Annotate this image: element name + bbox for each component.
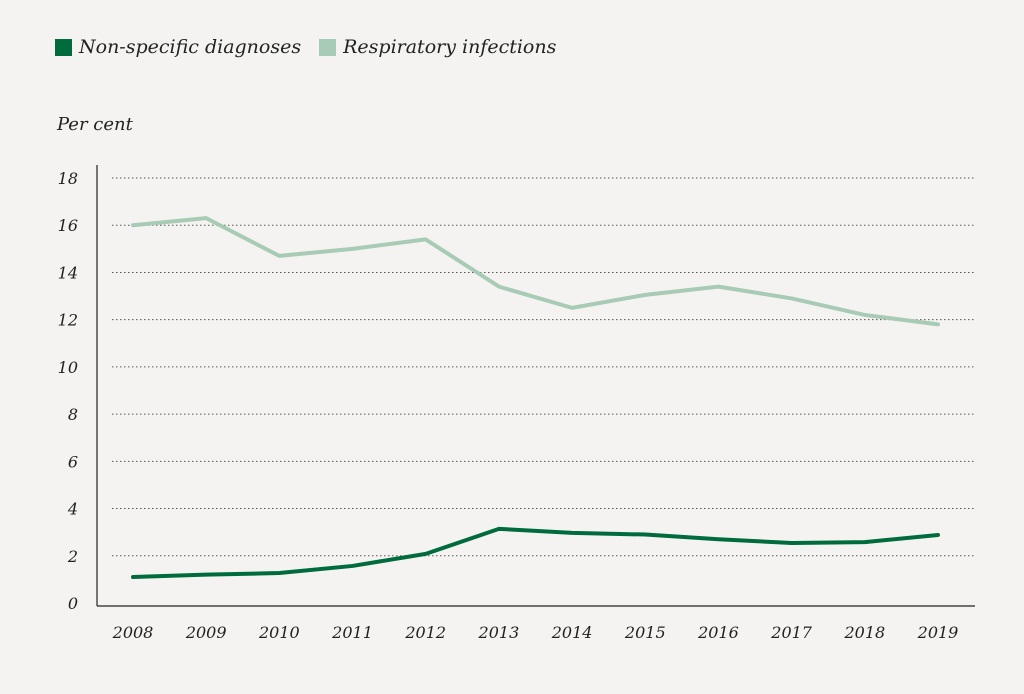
x-tick-label: 2015 — [624, 623, 666, 642]
x-tick-label: 2010 — [258, 623, 300, 642]
y-tick-label: 6 — [68, 452, 78, 471]
x-tick-label: 2014 — [551, 623, 593, 642]
x-tick-label: 2008 — [112, 623, 154, 642]
legend-item-respiratory: Respiratory infections — [319, 36, 556, 58]
y-tick-label: 12 — [58, 311, 78, 330]
x-tick-label: 2018 — [843, 623, 885, 642]
x-tick-label: 2017 — [770, 623, 813, 642]
x-tick-label: 2016 — [697, 623, 739, 642]
y-tick-label: 16 — [58, 216, 78, 235]
x-tick-label: 2019 — [917, 623, 959, 642]
legend-item-non-specific: Non-specific diagnoses — [55, 36, 301, 58]
legend-swatch — [319, 38, 337, 56]
x-tick-label: 2013 — [478, 623, 520, 642]
series-line-non-specific-diagnoses — [131, 526, 940, 580]
legend-label: Respiratory infections — [343, 36, 557, 58]
y-tick-label: 14 — [58, 263, 78, 282]
x-tick-label: 2012 — [404, 623, 446, 642]
y-axis-label: Per cent — [57, 114, 133, 135]
y-tick-label: 10 — [58, 358, 78, 377]
x-tick-label: 2009 — [185, 623, 227, 642]
legend-label: Non-specific diagnoses — [79, 36, 302, 58]
legend-swatch — [55, 38, 72, 56]
y-tick-label: 2 — [67, 547, 78, 566]
legend: Non-specific diagnoses Respiratory infec… — [55, 36, 574, 58]
y-tick-label: 8 — [68, 405, 78, 424]
y-tick-label: 4 — [67, 500, 78, 519]
y-tick-label: 0 — [68, 594, 78, 613]
series-line-respiratory-infections — [131, 216, 940, 327]
y-tick-label: 18 — [58, 169, 78, 188]
x-tick-label: 2011 — [331, 623, 373, 642]
